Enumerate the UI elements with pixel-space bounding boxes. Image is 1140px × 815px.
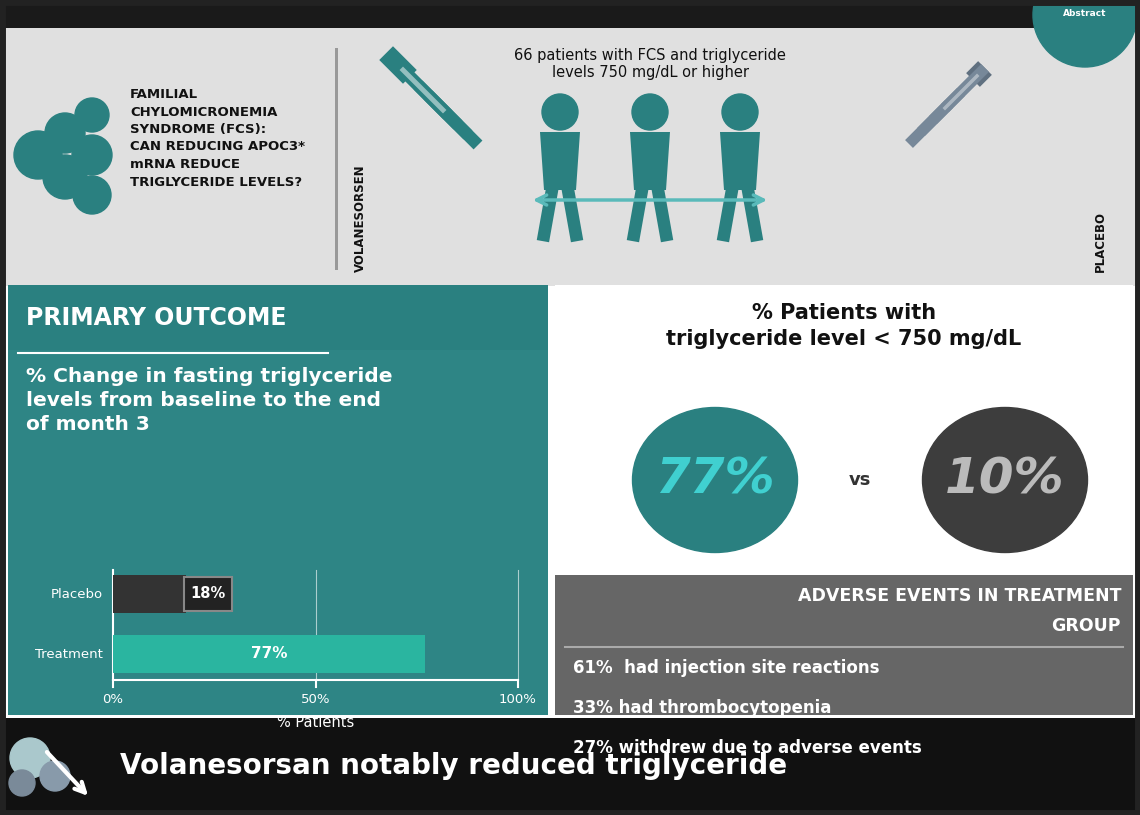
- Circle shape: [40, 761, 70, 791]
- Text: 77%: 77%: [251, 646, 287, 662]
- Text: GROUP: GROUP: [1051, 617, 1121, 635]
- Bar: [184, 577, 231, 611]
- Text: VOLANESORSEN: VOLANESORSEN: [353, 165, 366, 272]
- Text: 0%: 0%: [103, 693, 123, 706]
- Circle shape: [14, 131, 62, 179]
- Text: vs: vs: [849, 471, 871, 489]
- Circle shape: [44, 113, 86, 153]
- Polygon shape: [630, 132, 670, 190]
- Text: Visual
Abstract: Visual Abstract: [1064, 0, 1107, 18]
- Circle shape: [632, 94, 668, 130]
- Text: % Patients: % Patients: [277, 715, 355, 730]
- Text: 66 patients with FCS and triglyceride
levels 750 mg/dL or higher: 66 patients with FCS and triglyceride le…: [514, 48, 785, 81]
- Ellipse shape: [922, 408, 1088, 553]
- Circle shape: [1033, 0, 1137, 67]
- Bar: [335, 48, 337, 270]
- Circle shape: [43, 155, 87, 199]
- Text: 18%: 18%: [190, 587, 226, 601]
- Circle shape: [73, 176, 111, 214]
- Polygon shape: [720, 132, 760, 190]
- Text: 77%: 77%: [656, 456, 775, 504]
- Text: % Patients with
triglyceride level < 750 mg/dL: % Patients with triglyceride level < 750…: [667, 303, 1021, 349]
- Bar: [113, 575, 186, 613]
- Text: % Change in fasting triglyceride
levels from baseline to the end
of month 3: % Change in fasting triglyceride levels …: [26, 367, 392, 434]
- Bar: [0, 28, 1140, 286]
- Circle shape: [9, 770, 35, 796]
- Circle shape: [72, 135, 112, 175]
- Circle shape: [75, 98, 109, 132]
- Text: ADVERSE EVENTS IN TREATMENT: ADVERSE EVENTS IN TREATMENT: [798, 587, 1121, 605]
- Text: 33% had thrombocytopenia: 33% had thrombocytopenia: [573, 699, 831, 717]
- Circle shape: [722, 94, 758, 130]
- Circle shape: [542, 94, 578, 130]
- Bar: [113, 635, 425, 673]
- Text: 61%  had injection site reactions: 61% had injection site reactions: [573, 659, 879, 677]
- Text: Placebo: Placebo: [51, 588, 103, 601]
- Text: 50%: 50%: [301, 693, 331, 706]
- Bar: [0, 718, 1140, 815]
- Ellipse shape: [633, 408, 798, 553]
- Bar: [0, 0, 1140, 28]
- Bar: [8, 285, 548, 350]
- Polygon shape: [540, 132, 580, 190]
- Text: 100%: 100%: [499, 693, 537, 706]
- Text: PLACEBO: PLACEBO: [1093, 211, 1107, 272]
- Bar: [555, 575, 1133, 715]
- Text: 27% withdrew due to adverse events: 27% withdrew due to adverse events: [573, 739, 922, 757]
- Bar: [8, 350, 548, 715]
- Text: Volanesorsan notably reduced triglyceride: Volanesorsan notably reduced triglycerid…: [120, 752, 787, 780]
- Text: PRIMARY OUTCOME: PRIMARY OUTCOME: [26, 306, 286, 330]
- Text: FAMILIAL
CHYLOMICRONEMIA
SYNDROME (FCS):
CAN REDUCING APOC3*
mRNA REDUCE
TRIGLYC: FAMILIAL CHYLOMICRONEMIA SYNDROME (FCS):…: [130, 88, 306, 188]
- Bar: [555, 285, 1133, 575]
- Text: Treatment: Treatment: [35, 647, 103, 660]
- Text: 10%: 10%: [945, 456, 1065, 504]
- Circle shape: [10, 738, 50, 778]
